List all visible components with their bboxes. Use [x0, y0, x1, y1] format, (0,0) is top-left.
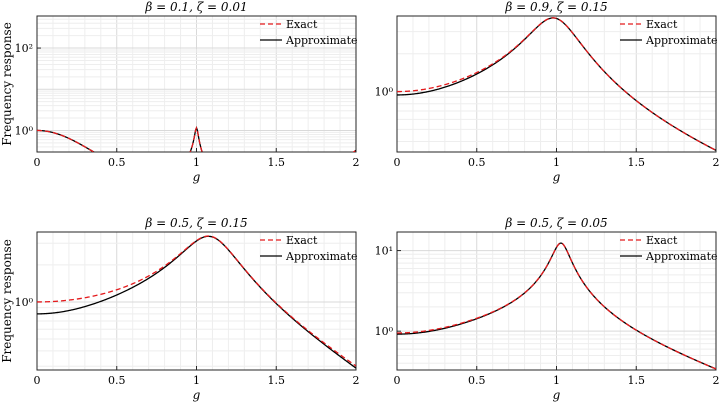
- x-tick-label: 0: [34, 156, 41, 169]
- chart-title: β = 0.5, ζ = 0.05: [504, 216, 607, 230]
- series-line-exact: [397, 17, 716, 151]
- legend-label: Exact: [286, 18, 318, 31]
- x-tick-label: 1.5: [268, 156, 286, 169]
- legend-label: Exact: [286, 234, 318, 247]
- x-tick-label: 1.5: [628, 374, 646, 387]
- x-axis-label: g: [553, 388, 561, 402]
- legend: Exact Approximate: [620, 18, 718, 47]
- legend-label: Approximate: [645, 250, 718, 263]
- chart-title: β = 0.9, ζ = 0.15: [504, 0, 607, 14]
- x-axis-label: g: [553, 170, 561, 184]
- series-line-approximate: [37, 235, 356, 369]
- x-tick-label: 2: [713, 374, 720, 387]
- y-tick-label: 10⁰: [15, 296, 34, 309]
- legend: Exact Approximate: [620, 234, 718, 263]
- grid: [36, 15, 357, 153]
- panel-2: 0 0.5 1 1.5 2 10⁰ β = 0.9, ζ = 0.15 g Exact Appro…: [375, 0, 720, 184]
- legend: Exact Approximate: [260, 18, 358, 47]
- legend-label: Approximate: [285, 250, 358, 263]
- x-tick-label: 0: [394, 156, 401, 169]
- y-tick-label: 10⁰: [15, 124, 34, 137]
- x-tick-label: 0.5: [108, 156, 126, 169]
- series-line-exact: [397, 242, 716, 370]
- x-tick-label: 2: [353, 156, 360, 169]
- x-tick-label: 0: [34, 374, 41, 387]
- y-tick-label: 10²: [15, 42, 33, 55]
- x-tick-label: 1: [193, 156, 200, 169]
- x-tick-label: 0.5: [468, 156, 486, 169]
- legend-label: Approximate: [285, 34, 358, 47]
- x-tick-label: 1: [553, 374, 560, 387]
- chart-title: β = 0.5, ζ = 0.15: [144, 216, 247, 230]
- x-axis-label: g: [193, 170, 201, 184]
- y-axis-label: Frequency response: [0, 22, 14, 146]
- legend-label: Exact: [646, 234, 678, 247]
- x-tick-label: 2: [713, 156, 720, 169]
- x-tick-label: 1: [193, 374, 200, 387]
- series-line-exact: [37, 235, 356, 367]
- x-tick-label: 0.5: [108, 374, 126, 387]
- legend-label: Approximate: [645, 34, 718, 47]
- series-line-exact: [37, 126, 356, 152]
- y-axis-label: Frequency response: [0, 239, 14, 363]
- y-tick-label: 10⁰: [375, 86, 394, 99]
- x-tick-label: 1: [553, 156, 560, 169]
- y-tick-label: 10¹: [375, 245, 393, 258]
- y-tick-label: 10⁰: [375, 325, 394, 338]
- x-tick-label: 0.5: [468, 374, 486, 387]
- panel-1: 0 0.5 1 1.5 2 10⁰ 10² β = 0.1, ζ = 0.01 g Frequen…: [0, 0, 360, 184]
- x-tick-label: 2: [353, 374, 360, 387]
- panel-3: 0 0.5 1 1.5 2 10⁰ β = 0.5, ζ = 0.15 g Frequency …: [0, 216, 360, 402]
- legend-label: Exact: [646, 18, 678, 31]
- panel-4: 0 0.5 1 1.5 2 10⁰ 10¹ β = 0.5, ζ = 0.05 g Exact Ap…: [375, 216, 720, 402]
- x-tick-label: 1.5: [268, 374, 286, 387]
- x-tick-label: 1.5: [628, 156, 646, 169]
- x-tick-label: 0: [394, 374, 401, 387]
- legend: Exact Approximate: [260, 234, 358, 263]
- x-axis-label: g: [193, 388, 201, 402]
- chart-title: β = 0.1, ζ = 0.01: [144, 0, 247, 14]
